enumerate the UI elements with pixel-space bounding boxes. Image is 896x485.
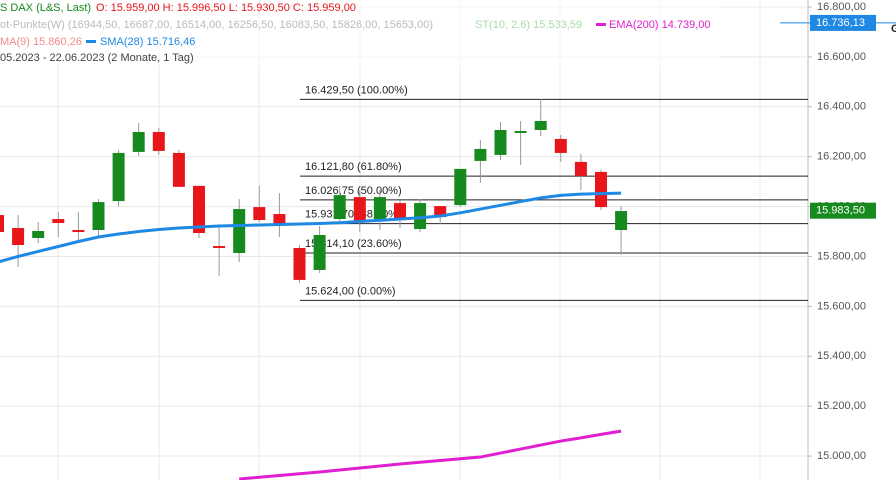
y-tick-label: 15.200,00 xyxy=(817,400,866,412)
candle-body xyxy=(52,219,65,224)
fib-label: 15.624,00 (0.00%) xyxy=(305,285,396,297)
candle-body xyxy=(394,203,406,221)
y-tick-label: 16.200,00 xyxy=(817,151,866,163)
ema-swatch xyxy=(596,23,606,26)
candle-body xyxy=(595,171,607,208)
candle-body xyxy=(414,203,427,230)
candle-body xyxy=(534,120,547,130)
candle-body xyxy=(494,129,507,155)
y-tick-label: 15.800,00 xyxy=(817,250,866,262)
candle-body xyxy=(474,148,487,161)
sma: SMA(28) 15.716,46 xyxy=(100,36,195,48)
candle-body xyxy=(112,152,125,202)
candle-body xyxy=(132,131,145,152)
candle-body xyxy=(353,197,366,222)
sma-swatch xyxy=(86,40,96,43)
candle-body xyxy=(554,138,567,153)
header-bg xyxy=(0,0,720,66)
candle-body xyxy=(32,231,45,239)
price-tag xyxy=(810,14,876,31)
candle-body xyxy=(253,207,266,221)
fib-label: 15.814,10 (23.60%) xyxy=(305,238,402,250)
candle-body xyxy=(0,215,4,233)
candle-body xyxy=(313,235,326,270)
corner-text: G xyxy=(891,23,896,35)
st: ST(10, 2.6) 15.533,59 xyxy=(475,19,582,31)
ma: MA(9) 15.860,26 xyxy=(0,36,82,48)
candle-body xyxy=(193,185,205,234)
candle-body xyxy=(574,161,587,176)
candle-body xyxy=(373,197,386,220)
y-tick-label: 15.400,00 xyxy=(817,350,866,362)
pivot: ot-Punkte(W) (16944,50, 16687,00, 16514,… xyxy=(0,19,433,31)
candle-body xyxy=(434,206,447,218)
instrument: S DAX (L&S, Last) xyxy=(0,2,91,14)
candle-body xyxy=(172,152,185,187)
price-tag-label: 16.736,13 xyxy=(816,17,865,29)
candle-body xyxy=(333,195,346,220)
fib-label: 16.121,80 (61.80%) xyxy=(305,161,402,173)
y-tick-label: 16.600,00 xyxy=(817,51,866,63)
candle-body xyxy=(152,131,165,151)
candle-body xyxy=(12,228,25,245)
date-range: 05.2023 - 22.06.2023 (2 Monate, 1 Tag) xyxy=(0,52,194,64)
date-grid xyxy=(57,0,761,480)
candle-body xyxy=(293,247,306,280)
y-tick-label: 16.400,00 xyxy=(817,101,866,113)
candle-body xyxy=(273,214,286,226)
indicator-line xyxy=(239,429,622,481)
fib-label: 16.026,75 (50.00%) xyxy=(305,185,402,197)
price-tag-label: 15.983,50 xyxy=(816,205,865,217)
indicator-line xyxy=(0,191,622,263)
ema: EMA(200) 14.739,00 xyxy=(609,19,711,31)
y-tick-label: 15.600,00 xyxy=(817,300,866,312)
y-tick-label: 15.000,00 xyxy=(817,450,866,462)
price-tag xyxy=(810,202,876,219)
y-tick-label: 16.800,00 xyxy=(817,1,866,13)
candle-body xyxy=(233,209,246,253)
candle-body xyxy=(92,202,105,231)
candle-body xyxy=(454,168,467,206)
ohlc: O: 15.959,00 H: 15.996,50 L: 15.930,50 C… xyxy=(96,2,356,14)
candle-body xyxy=(72,230,85,233)
candle-body xyxy=(514,130,527,133)
candle-body xyxy=(615,211,628,231)
fib-label: 16.429,50 (100.00%) xyxy=(305,84,408,96)
candle-body xyxy=(213,245,226,248)
